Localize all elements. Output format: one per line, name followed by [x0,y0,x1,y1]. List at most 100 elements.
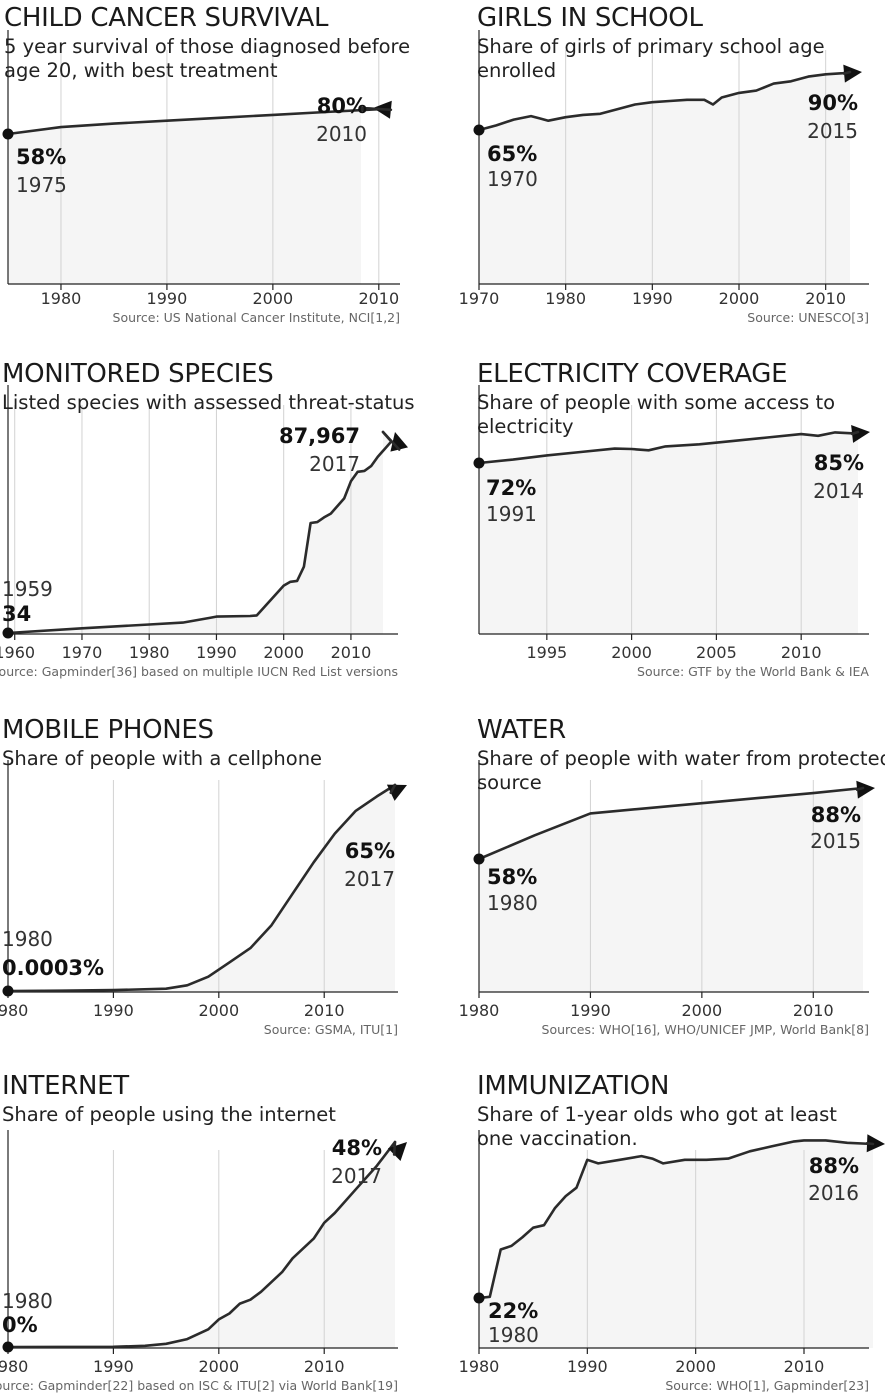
start-value: 58% [16,145,66,169]
arrow-shaft [381,430,401,451]
tick-label: 1980 [545,289,586,308]
tick-label: 2005 [696,643,737,662]
source-note: Sources: WHO[16], WHO/UNICEF JMP, World … [542,1022,869,1037]
tick-label: 2000 [253,289,294,308]
tick-label: 2010 [358,289,399,308]
tick-label: 1980 [459,1001,500,1020]
area-fill [8,108,379,284]
end-value: 87,967 [279,424,360,448]
tick-label: 1990 [196,643,237,662]
start-year: 1991 [486,502,537,526]
start-year: 1975 [16,173,67,197]
start-point [473,1292,485,1304]
start-year: 1980 [2,1289,53,1313]
start-point [2,1341,14,1353]
area-fill [479,788,863,992]
tick-label: 2010 [781,643,822,662]
area-fill [479,432,858,634]
arrowhead-marker [390,432,408,452]
start-value: 65% [487,142,537,166]
start-value: 34 [2,602,31,626]
source-note: Source: Gapminder[22] based on ISC & ITU… [0,1378,398,1393]
source-note: Source: UNESCO[3] [747,310,869,325]
arrow-shaft [392,1140,397,1156]
tick-label: 2010 [304,1357,345,1376]
arrowhead-marker [387,1142,407,1161]
chart-panel-electricity: 1995 2000 2005 2010 ELECTRICITY COVERAGEShar… [473,359,870,679]
end-year: 2010 [316,122,367,146]
source-note: Source: WHO[1], Gapminder[23] [665,1378,869,1393]
chart-panel-monitored-species: 1960 1970 1980 1990 2000 2010 MONITORED SPECIE… [0,359,415,679]
area-fill [479,1140,873,1348]
end-value: 90% [808,91,858,115]
chart-subtitle: Share of people with some access to [477,391,835,414]
start-year: 1959 [2,577,53,601]
tick-label: 2000 [263,643,304,662]
tick-label: 2000 [198,1357,239,1376]
chart-title: GIRLS IN SCHOOL [477,3,703,33]
tick-label: 1990 [567,1357,608,1376]
start-year: 1980 [487,891,538,915]
chart-subtitle: source [477,771,542,794]
arrowhead-marker [843,64,862,83]
series-line [477,1139,875,1300]
start-point [2,128,14,140]
chart-subtitle: Share of 1-year olds who got at least [477,1103,837,1126]
chart-title: CHILD CANCER SURVIVAL [4,3,329,33]
source-note: Source: GSMA, ITU[1] [264,1022,398,1037]
tick-label: 1970 [62,643,103,662]
end-value: 88% [811,803,861,827]
start-year: 1980 [488,1323,539,1347]
tick-label: 1995 [526,643,567,662]
chart-subtitle: enrolled [477,59,556,82]
series-line [477,70,852,132]
end-value: 85% [814,451,864,475]
tick-label: 1980 [459,1357,500,1376]
tick-label: 2010 [304,1001,345,1020]
area-fill [8,1142,395,1348]
arrowhead-marker [851,425,870,443]
tick-label: 2000 [611,643,652,662]
tick-label: 1980 [41,289,82,308]
tick-label: 2010 [805,289,846,308]
tick-label: 1990 [93,1001,134,1020]
start-point [2,627,14,639]
tick-label: 1980 [0,1001,28,1020]
arrow-shaft [850,430,860,436]
start-point [473,124,485,136]
series-line [6,1140,397,1349]
end-value: 65% [345,839,395,863]
arrow-shaft [389,783,397,795]
tick-label: 2000 [719,289,760,308]
arrow-shaft [855,786,865,791]
end-value: 88% [809,1154,859,1178]
chart-subtitle: Share of girls of primary school age [477,35,825,58]
arrowhead-marker [866,1134,885,1153]
chart-subtitle: Share of people using the internet [2,1103,336,1126]
end-year: 2015 [807,119,858,143]
source-note: Source: Gapminder[36] based on multiple … [0,664,398,679]
start-value: 22% [488,1299,538,1323]
source-note: Source: GTF by the World Bank & IEA [637,664,869,679]
chart-subtitle: electricity [477,415,574,438]
source-note: Source: US National Cancer Institute, NC… [113,310,400,325]
arrow-shaft [842,70,852,75]
area-fill [8,785,395,992]
chart-subtitle: one vaccination. [477,1127,638,1150]
tick-label: 1970 [459,289,500,308]
tick-label: 1980 [129,643,170,662]
end-year: 2015 [810,829,861,853]
end-value: 48% [332,1136,382,1160]
tick-label: 1980 [0,1357,28,1376]
start-point [473,457,485,469]
start-point [2,985,14,997]
chart-subtitle: 5 year survival of those diagnosed befor… [4,35,410,58]
tick-label: 1960 [0,643,35,662]
series-line [6,783,397,993]
